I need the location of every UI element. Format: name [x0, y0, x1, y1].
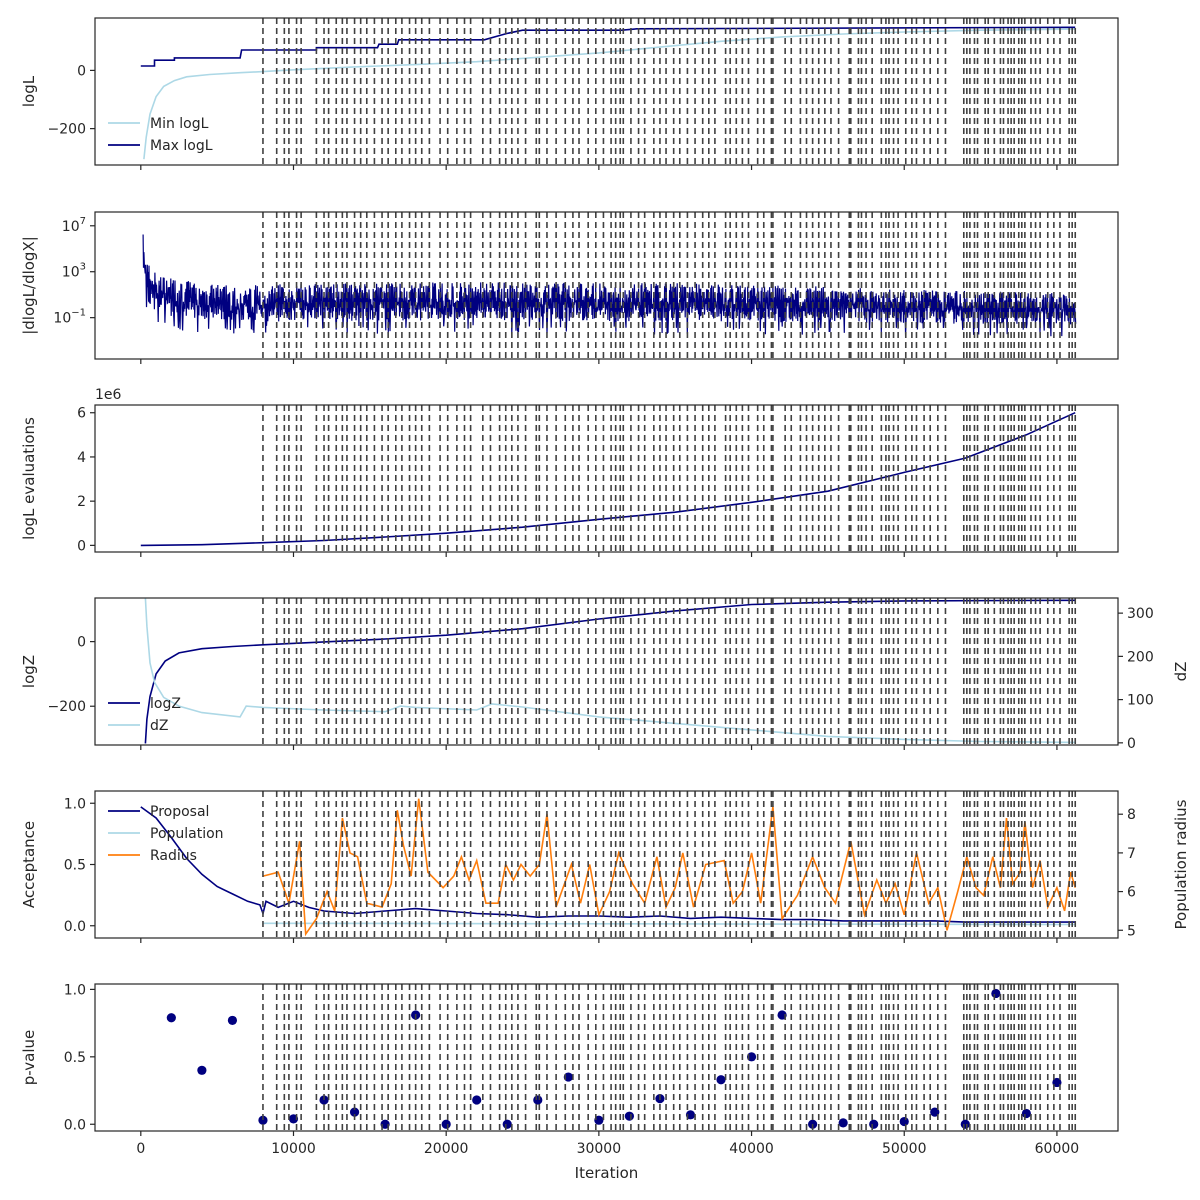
axes-frame	[94, 211, 1119, 360]
y-tick-label: 6	[77, 406, 86, 422]
x-tick-label: 50000	[882, 1141, 927, 1157]
y-offset-label: 1e6	[95, 387, 122, 403]
pvalue-point	[227, 1015, 238, 1026]
series-line-evals	[140, 411, 1076, 547]
pvalue-point	[960, 1119, 970, 1129]
y-axis-label: logL	[20, 75, 38, 107]
pvalue-point	[349, 1107, 360, 1117]
legend-label: Radius	[150, 848, 197, 864]
y-tick-label: 10−1	[53, 308, 86, 327]
pvalue-point	[869, 1119, 879, 1129]
y-tick-label: 107	[62, 216, 86, 235]
y-axis-label: logZ	[20, 655, 38, 688]
y2-tick-label: 7	[1127, 846, 1136, 862]
legend-label: Population	[150, 826, 224, 842]
y2-axis-label: Population radius	[1172, 799, 1190, 929]
legend-label: logZ	[150, 696, 181, 712]
y-axis-label: |dlogL/dlogX|	[20, 236, 38, 335]
y-tick-label: 1.0	[64, 982, 86, 998]
series-line-population	[262, 922, 1076, 926]
x-tick-label: 10000	[271, 1141, 316, 1157]
y2-tick-label: 0	[1127, 736, 1136, 752]
series-line-proposal	[140, 806, 1076, 923]
axes-frame	[94, 983, 1119, 1132]
plot-area	[142, 212, 1077, 359]
legend-label: Proposal	[150, 804, 209, 820]
y-axis-label: logL evaluations	[20, 417, 38, 540]
plot-area	[140, 18, 1077, 165]
y2-tick-label: 100	[1127, 693, 1154, 709]
axes-frame	[94, 404, 1119, 553]
y-tick-label: 0	[77, 63, 86, 79]
y-tick-label: 4	[77, 450, 86, 466]
y-tick-label: 0.0	[64, 1117, 86, 1133]
y-tick-label: 0	[77, 538, 86, 554]
pvalue-point	[472, 1095, 482, 1105]
panel-logz: 0 −200 0 100 200 300 dZ logZ logZ dZ	[20, 597, 1190, 752]
y-tick-label: 0.5	[64, 1050, 86, 1066]
pvalue-point	[624, 1111, 635, 1121]
x-axis-label: Iteration	[575, 1164, 639, 1182]
panel-logl: 0 −200 logL Min logL Max logL	[20, 17, 1119, 170]
y-tick-base: 10	[62, 265, 80, 281]
series-line-min-logl	[143, 28, 1076, 160]
x-tick-label: 0	[136, 1141, 145, 1157]
series-line-radius	[262, 798, 1076, 937]
y-tick-label: 0.5	[64, 858, 86, 874]
pvalue-point	[533, 1095, 543, 1105]
pvalue-point	[502, 1119, 512, 1129]
plot-area	[140, 791, 1077, 938]
axes-frame	[94, 597, 1119, 746]
x-tick-label: 40000	[729, 1141, 774, 1157]
y-tick-exponent: −1	[71, 308, 86, 319]
axes-frame	[94, 17, 1119, 166]
y2-tick-label: 8	[1127, 807, 1136, 823]
y-tick-label: −200	[48, 122, 86, 138]
pvalue-point	[1021, 1108, 1031, 1119]
y-tick-base: 10	[62, 219, 80, 235]
pvalue-point	[899, 1116, 909, 1127]
y-tick-label: 1.0	[64, 796, 86, 812]
y-tick-label: 0	[77, 635, 86, 651]
y-axis-label: Acceptance	[20, 821, 38, 908]
y2-tick-label: 200	[1127, 649, 1154, 665]
y2-tick-label: 5	[1127, 923, 1136, 939]
plot-area	[166, 984, 1077, 1131]
y-tick-base: 10	[53, 311, 71, 327]
series-line-max-logl	[140, 26, 1076, 67]
x-tick-label: 20000	[424, 1141, 469, 1157]
y-axis-label: p-value	[20, 1030, 38, 1086]
panel-acceptance: 0.0 0.5 1.0 5 6 7 8 Population radius Acceptance…	[20, 790, 1190, 943]
dlogl-series-line	[142, 234, 1077, 337]
x-tick-label: 30000	[577, 1141, 622, 1157]
pvalue-point	[197, 1065, 207, 1075]
y-tick-exponent: 3	[80, 262, 86, 273]
pvalue-point	[716, 1075, 726, 1085]
legend-label: dZ	[150, 718, 168, 734]
y2-tick-label: 300	[1127, 606, 1154, 622]
y-tick-label: 2	[77, 494, 86, 510]
pvalue-point	[258, 1115, 268, 1125]
panel-evals: 0 2 4 6 1e6 logL evaluations	[20, 387, 1119, 557]
pvalue-point	[991, 988, 1001, 999]
legend-label: Max logL	[150, 138, 213, 154]
y-tick-exponent: 7	[80, 216, 86, 227]
x-tick-label: 60000	[1035, 1141, 1080, 1157]
plot-area	[140, 405, 1077, 552]
y2-tick-label: 6	[1127, 885, 1136, 901]
y-tick-label: 0.0	[64, 919, 86, 935]
pvalue-point	[166, 1013, 176, 1023]
legend-label: Min logL	[150, 116, 209, 132]
y-tick-label: −200	[48, 699, 86, 715]
y2-axis-label: dZ	[1172, 662, 1190, 682]
pvalue-point	[441, 1119, 451, 1129]
plot-area	[144, 598, 1077, 745]
pvalue-point	[838, 1118, 848, 1128]
y-tick-label: 103	[62, 262, 86, 281]
panel-pvalue: 0 10000 20000 30000 40000 50000 60000 0.0 0.5 1.0…	[20, 982, 1119, 1182]
